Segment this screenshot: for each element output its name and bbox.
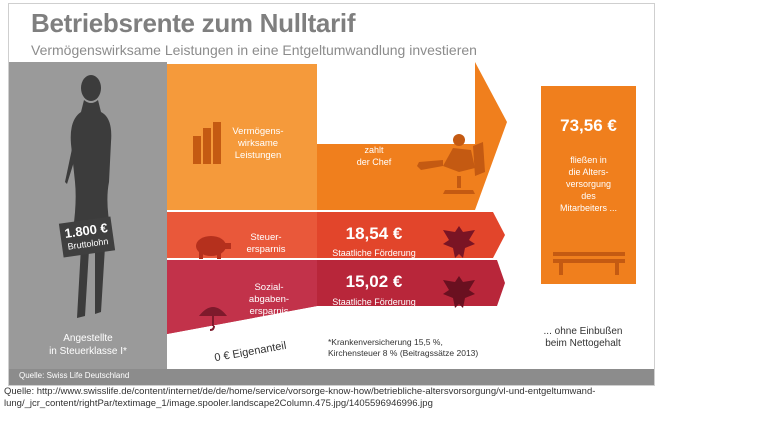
no-loss-line2: beim Nettogehalt (545, 338, 621, 349)
band2-amount: 18,54 € (345, 224, 403, 243)
footnote: *Krankenversicherung 15,5 %, Kirchensteu… (328, 337, 478, 359)
band1-label-line3: Leistungen (234, 150, 282, 161)
band1-desc: zahlt der Chef (339, 144, 409, 168)
band1-label-line2: wirksame (237, 138, 279, 149)
footnote-line1: *Krankenversicherung 15,5 %, (328, 337, 443, 347)
no-loss-line1: ... ohne Einbußen (543, 326, 623, 337)
band3-label-line2: abgaben- (248, 294, 290, 305)
source-bar: Quelle: Swiss Life Deutschland (9, 369, 654, 385)
band1-desc-line2: der Chef (356, 157, 392, 167)
total-desc: fließen in die Alters- versorgung des Mi… (541, 154, 636, 214)
employee-panel: 1.800 € Bruttolohn Angestellte in Steuer… (9, 62, 167, 370)
federal-eagle-icon (443, 226, 475, 258)
total-desc-line2: die Alters- (568, 167, 609, 177)
band3-amount: 15,02 € (345, 272, 403, 291)
umbrella-icon (199, 307, 227, 331)
footnote-line2: Kirchensteuer 8 % (Beitragssätze 2013) (328, 348, 479, 358)
band3-label-line1: Sozial- (254, 282, 284, 293)
total-desc-line1: fließen in (570, 155, 607, 165)
woman-silhouette-icon (65, 75, 112, 318)
infographic-title: Betriebsrente zum Nulltarif (31, 8, 356, 38)
coin-stack-icon (193, 122, 221, 164)
total-desc-line4: des (581, 191, 596, 201)
band2-label-line1: Steuer- (250, 232, 282, 243)
boss-chair-icon (417, 134, 485, 194)
employee-caption-line2: in Steuerklasse I* (49, 346, 127, 357)
source-text: Quelle: Swiss Life Deutschland (19, 371, 130, 380)
band3-label-line3: ersparnis (249, 306, 289, 317)
band3-label: Sozial- abgaben- ersparnis (243, 282, 295, 318)
total-desc-line5: Mitarbeiters ... (559, 203, 617, 213)
employer-band-left (167, 64, 317, 210)
infographic-subtitle: Vermögenswirksame Leistungen in eine Ent… (31, 42, 477, 58)
band1-amount: 40,00 € (345, 116, 403, 135)
infographic: Betriebsrente zum Nulltarif Vermögenswir… (8, 3, 655, 386)
no-loss-note: ... ohne Einbußen beim Nettogehalt (529, 326, 637, 350)
gross-salary-badge: 1.800 € Bruttolohn (58, 216, 116, 258)
band2-desc: Staatliche Förderung (332, 248, 416, 258)
piggy-bank-icon (196, 236, 231, 259)
image-caption: Quelle: http://www.swisslife.de/content/… (4, 386, 596, 409)
employee-caption-line1: Angestellte (63, 333, 113, 344)
band2-label-line2: ersparnis (246, 244, 286, 255)
band1-desc-line1: zahlt (364, 145, 384, 155)
total-desc-line3: versorgung (565, 179, 612, 189)
total-amount: 73,56 € (560, 116, 617, 135)
bench-icon (553, 252, 625, 275)
total-column (541, 86, 636, 284)
band1-label: Vermögens- wirksame Leistungen (227, 126, 289, 162)
employee-caption: Angestellte in Steuerklasse I* (9, 332, 167, 358)
federal-eagle-icon (443, 276, 475, 308)
band2-label: Steuer- ersparnis (241, 232, 291, 256)
band3-desc: Staatliche Förderung (332, 297, 416, 307)
band1-label-line1: Vermögens- (232, 126, 284, 137)
